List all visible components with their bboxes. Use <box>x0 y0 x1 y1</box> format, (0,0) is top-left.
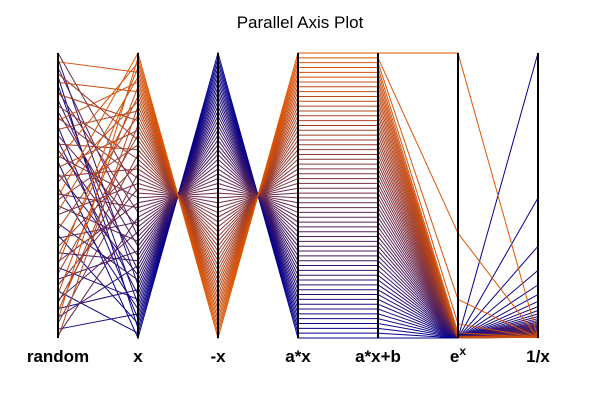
axis-labels: random x -x a*x a*x+b ex 1/x <box>27 344 551 366</box>
axis-label-axb: a*x+b <box>355 347 401 366</box>
axis-label-random: random <box>27 347 89 366</box>
axis-label-ax: a*x <box>285 347 311 366</box>
axis-label-invx: 1/x <box>526 347 550 366</box>
axis-label-neg_x: -x <box>210 347 226 366</box>
axis-label-x: x <box>133 347 143 366</box>
axes-group <box>57 53 539 338</box>
chart-title: Parallel Axis Plot <box>237 13 364 32</box>
axis-label-expx: ex <box>450 344 466 366</box>
